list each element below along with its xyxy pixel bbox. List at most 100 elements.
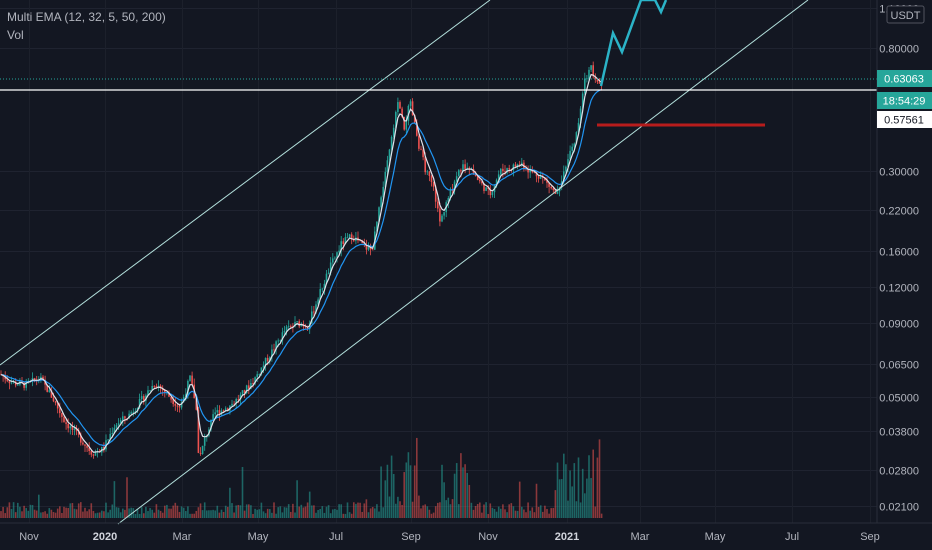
volume-bar — [210, 510, 212, 518]
y-tick-label: 0.16000 — [879, 247, 919, 259]
candle-body — [113, 427, 116, 433]
candle-body — [80, 434, 82, 443]
volume-bar — [489, 503, 492, 518]
volume-bar — [504, 509, 506, 518]
candle-body — [317, 299, 319, 305]
candle-body — [33, 378, 36, 381]
candle-body — [416, 122, 418, 136]
candle-body — [117, 423, 120, 426]
candle-body — [556, 191, 559, 194]
volume-bar — [170, 508, 172, 518]
volume-bar — [92, 510, 95, 518]
candle-body — [224, 408, 227, 412]
candle-body — [287, 325, 290, 327]
candle-body — [479, 180, 481, 182]
volume-bar — [166, 504, 168, 518]
volume-bar — [558, 479, 561, 518]
candle-body — [210, 419, 212, 430]
volume-bar — [264, 513, 267, 518]
last-price-badge: 0.63063 — [877, 70, 932, 87]
candle-body — [21, 381, 23, 383]
candle-body — [153, 385, 156, 387]
volume-bar — [283, 507, 286, 518]
volume-bar — [290, 511, 292, 518]
volume-bar — [164, 505, 166, 518]
volume-bar — [172, 505, 174, 518]
candle-body — [119, 420, 122, 424]
volume-bar — [466, 472, 468, 518]
volume-bar — [222, 511, 225, 518]
volume-bar — [367, 512, 370, 518]
time-axis[interactable]: Nov 2020 Mar May Jul Sep Nov 2021 Mar May Jul Sep — [19, 531, 880, 543]
candle-body — [367, 246, 370, 250]
volume-bar — [325, 506, 328, 518]
candle-body — [508, 168, 510, 170]
candle-body — [495, 179, 498, 186]
price-axis[interactable]: 1.100000.800000.300000.220000.160000.120… — [879, 4, 919, 514]
y-tick-label: 0.06500 — [879, 360, 919, 372]
candle-body — [476, 176, 479, 181]
candle-body — [401, 108, 403, 118]
channel-lower-line[interactable] — [117, 0, 809, 525]
projection-path[interactable] — [599, 0, 668, 87]
candle-body — [468, 167, 471, 170]
volume-bar — [374, 508, 376, 518]
candle-body — [8, 381, 11, 384]
volume-bar — [38, 494, 40, 518]
x-tick-label: May — [705, 531, 726, 543]
volume-bar — [271, 512, 273, 518]
volume-legend[interactable]: Vol — [7, 28, 24, 42]
candle-body — [250, 383, 252, 389]
candle-body — [579, 108, 582, 123]
candle-body — [94, 451, 97, 456]
volume-bar — [300, 504, 303, 518]
volume-bar — [514, 510, 517, 518]
volume-bar — [418, 495, 420, 518]
volume-bar — [216, 505, 219, 518]
candle-body — [138, 399, 141, 408]
candle-body — [311, 311, 313, 324]
volume-bar — [424, 504, 426, 518]
candle-body — [164, 390, 166, 393]
volume-bar — [428, 509, 431, 518]
volume-bar — [542, 511, 544, 518]
volume-bar — [371, 507, 374, 518]
volume-bar — [458, 504, 460, 518]
volume-bar — [203, 502, 206, 518]
volume-bar — [577, 457, 580, 518]
candle-body — [266, 357, 269, 362]
candle-body — [140, 396, 143, 400]
channel-upper-line[interactable] — [0, 0, 491, 366]
volume-bar — [539, 505, 542, 518]
volume-bar — [584, 493, 586, 518]
indicator-legend[interactable]: Multi EMA (12, 32, 5, 50, 200) — [7, 10, 166, 24]
level-price-badge: 0.57561 — [877, 111, 932, 128]
volume-bar — [12, 502, 15, 518]
volume-bar — [395, 503, 397, 518]
volume-bar — [390, 455, 393, 518]
candle-body — [447, 198, 450, 203]
candle-body — [424, 157, 426, 173]
volume-bar — [422, 505, 424, 518]
volume-bar — [149, 508, 151, 518]
candle-body — [180, 402, 183, 408]
candle-body — [418, 135, 420, 149]
candle-body — [86, 445, 88, 448]
candle-body — [218, 410, 221, 415]
candle-body — [411, 101, 414, 116]
y-tick-label: 0.09000 — [879, 319, 919, 331]
x-tick-label: 2020 — [93, 531, 117, 543]
candle-body — [103, 446, 105, 450]
volume-bar — [560, 479, 563, 518]
volume-bar — [571, 486, 573, 518]
volume-bar — [134, 513, 137, 518]
candle-body — [420, 148, 422, 150]
volume-bar — [384, 480, 387, 518]
candle-body — [518, 164, 521, 166]
volume-bar — [147, 511, 149, 518]
volume-bar — [35, 510, 38, 518]
x-tick-label: Mar — [173, 531, 192, 543]
volume-bar — [308, 491, 311, 518]
